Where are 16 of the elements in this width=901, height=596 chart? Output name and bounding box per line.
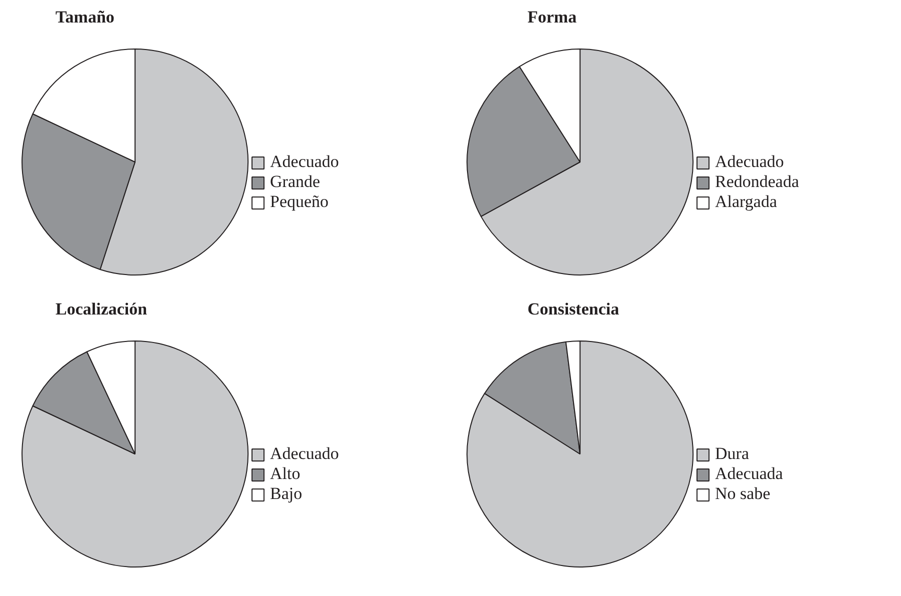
- legend-label: Bajo: [270, 484, 302, 504]
- legend-label: No sabe: [715, 484, 770, 504]
- legend-label: Grande: [270, 172, 320, 192]
- legend-label: Redondeada: [715, 172, 800, 192]
- legend-label: Adecuado: [270, 444, 339, 464]
- chart-title: Tamaño: [56, 8, 114, 26]
- legend-label: Adecuada: [715, 464, 783, 484]
- legend-label: Pequeño: [270, 192, 329, 212]
- chart-title: Forma: [528, 8, 578, 26]
- legend-label: Alto: [270, 464, 300, 484]
- chart-title: Consistencia: [528, 300, 620, 318]
- chart-title: Localización: [56, 300, 148, 318]
- legend-label: Adecuado: [270, 152, 339, 172]
- legend-label: Adecuado: [715, 152, 784, 172]
- legend-label: Dura: [715, 444, 749, 464]
- legend-label: Alargada: [715, 192, 777, 212]
